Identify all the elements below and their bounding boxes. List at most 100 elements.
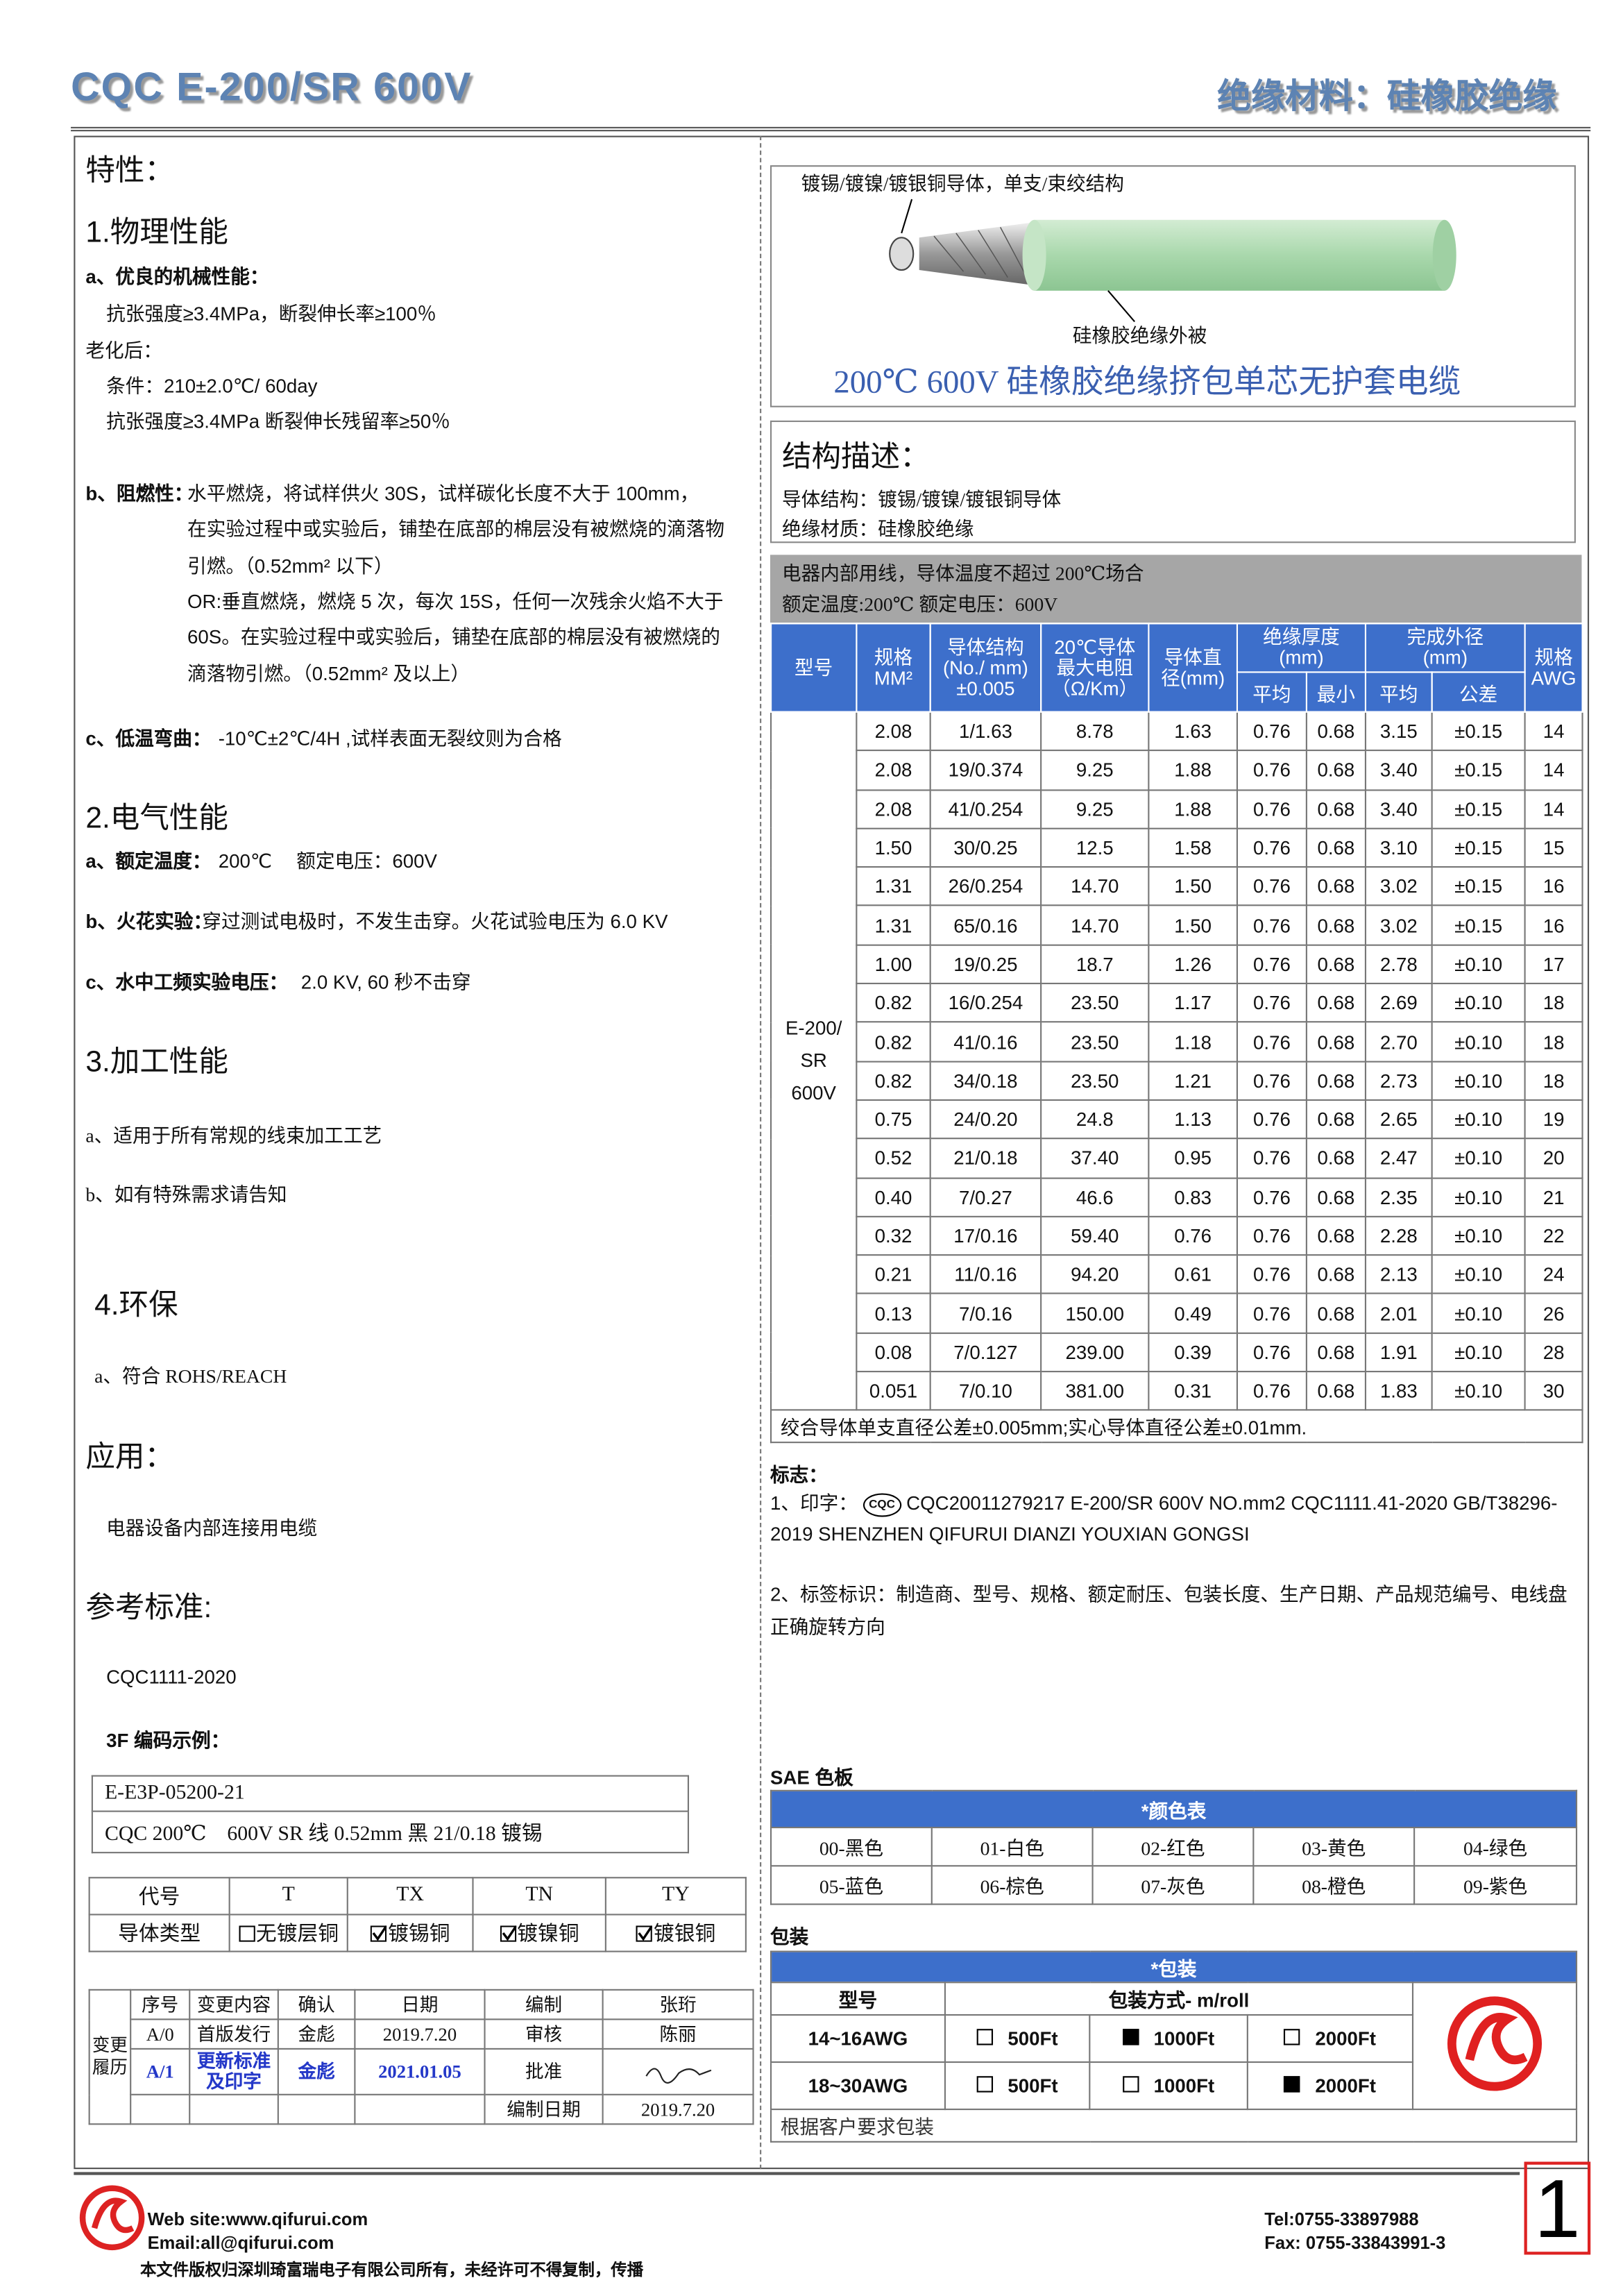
cell: ±0.10 [1431,944,1526,985]
cell [602,2048,754,2095]
cell: 23.50 [1040,983,1150,1024]
cell: 0.82 [856,983,931,1024]
cell: 0.76 [1236,983,1307,1024]
cell: 2.13 [1364,1254,1433,1295]
checkbox [976,2029,994,2045]
cell: 0.76 [1236,866,1307,907]
row: 1.00 19/0.25 18.7 1.26 0.76 0.68 2.78 ±0.10 17 [771,944,1583,985]
cell: 变更内容 [189,1989,279,2020]
cell: 0.21 [856,1254,931,1295]
cell: 0.68 [1305,1060,1367,1101]
cell: 型号 [770,623,858,713]
cell: ±0.10 [1431,1371,1526,1412]
cell: 11/0.16 [929,1254,1042,1295]
cell: 06-棕色 [931,1865,1094,1905]
revision-table: 变更履历 序号 变更内容 确认 日期 编制 张珩 A/0 首版发行 金彪 2019.7.20 审核 陈丽… [88,1989,754,2125]
note: 电器内部用线，导体温度不超过 200℃场合 [781,562,1144,584]
cell: 3.10 [1364,827,1433,868]
row: E-E3P-05200-21 [91,1775,690,1812]
cell: 14.70 [1040,866,1150,907]
doc-category: 绝缘材料：硅橡胶绝缘 [1217,76,1557,115]
cell: A/1 [130,2048,191,2095]
section-title: 4.环保 [94,1290,178,1322]
cell: 23.50 [1040,1060,1150,1101]
cell: 0.76 [1236,1021,1307,1063]
cell: 0.39 [1148,1332,1239,1373]
cell: 02-红色 [1091,1826,1255,1867]
text-line: 3F 编码示例： [106,1729,230,1752]
cell: 26 [1524,1293,1583,1334]
cell: 07-灰色 [1091,1865,1255,1905]
cell: 1.88 [1148,750,1239,791]
cell: 0.76 [1236,1138,1307,1179]
note: 额定温度:200℃ 额定电压：600V [781,593,1058,616]
checkbox [636,1925,654,1942]
cell: *包装 [770,1950,1578,1984]
cell: 17/0.16 [929,1215,1042,1256]
cell: *颜色表 [770,1789,1578,1829]
text-line: 导体结构：镀锡/镀镍/镀银铜导体 [781,488,1062,511]
cell: E-200/SR 600V [770,711,858,1412]
cell: A/0 [130,2018,191,2050]
row: 编制日期 2019.7.20 [90,2093,754,2125]
graphic [1465,2013,1528,2065]
cell: 0.83 [1148,1176,1239,1217]
cell: 21/0.18 [929,1138,1042,1179]
cell: 7/0.27 [929,1176,1042,1217]
cell: 2019.7.20 [602,2093,754,2125]
cell: 0.051 [856,1371,931,1412]
insulation-end [1022,219,1046,291]
cell: 2.65 [1364,1099,1433,1140]
cell: 金彪 [277,2018,356,2050]
cell-text: 1000Ft [1153,2027,1215,2050]
section-title: 特性： [85,155,174,187]
copyright: 本文件版权归深圳琦富瑞电子有限公司所有，未经许可不得复制，传播 [140,2262,644,2280]
image-frame [770,165,1576,407]
cell: 0.76 [1236,1371,1307,1412]
cell: 编制 [484,1989,604,2020]
line: ±0.005 [956,676,1015,699]
line: 导体直 [1164,645,1222,668]
cell: 2.47 [1364,1138,1433,1179]
table-body: E-E3P-05200-21 CQC 200℃ 600V SR 线 0.52mm … [91,1775,690,1854]
cell: 2.01 [1364,1293,1433,1334]
cell: ±0.15 [1431,788,1526,829]
cell: 0.31 [1148,1371,1239,1412]
cell: TX [346,1877,474,1916]
line: 导体结构 [947,635,1024,658]
graphic [933,227,1028,278]
cell: 0.68 [1305,1176,1367,1217]
cell: 30 [1524,1371,1583,1412]
cell: 0.76 [1236,827,1307,868]
cell: 14 [1524,788,1583,829]
row: 绞合导体单支直径公差±0.005mm;实心导体直径公差±0.01mm. [770,1410,1583,1444]
text-line: 电器设备内部连接用电缆 [106,1517,318,1539]
line: 绝缘厚度 [1263,625,1340,648]
cell-text: TN [525,1884,554,1907]
line: 型号 [794,655,833,678]
cell: 9.25 [1040,750,1150,791]
cell: 1.50 [1148,866,1239,907]
graphic [499,1925,516,1942]
structure-frame [770,420,1576,543]
cell: 1.31 [856,866,931,907]
table-body: *包装 型号 包装方式- m/roll 14~16AWG 500Ft 1000Ft 2000… [770,1950,1578,2143]
marking-line: 2、标签标识：制造商、型号、规格、额定耐压、包装长度、生产日期、产品规范编号、电… [770,1583,1567,1638]
cell: 审核 [484,2018,604,2050]
text-line: 200℃ 额定电压：600V [218,850,437,872]
cell: 24/0.20 [929,1099,1042,1140]
logo [1447,1996,1543,2091]
cell: 22 [1524,1215,1583,1256]
cell: 更新标准及印字 [189,2048,279,2095]
checkbox [1284,2029,1301,2045]
cable-drawing [889,199,1456,323]
cell: 1.00 [856,944,931,985]
graphic [501,1925,517,1941]
cell: 0.52 [856,1138,931,1179]
cell-text: 代号 [138,1887,180,1909]
cell: 导体直 径(mm) [1148,623,1239,713]
cell-text: 无镀层铜 [255,1924,339,1947]
cell: 张珩 [602,1989,754,2020]
line: 公差 [1459,682,1498,705]
cell: 14 [1524,750,1583,791]
